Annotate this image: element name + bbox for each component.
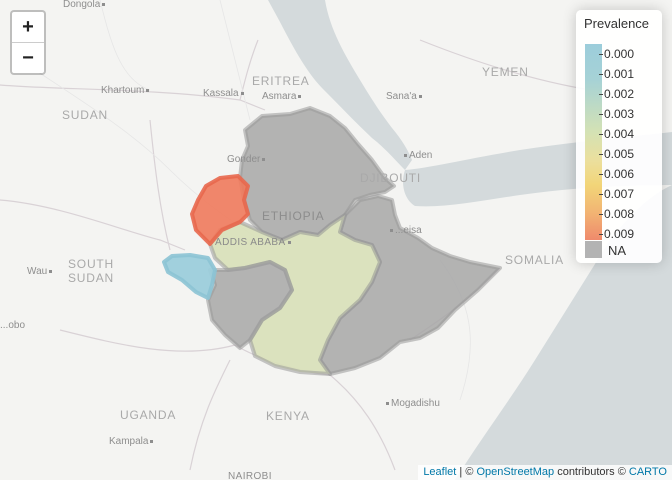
legend-tick-label: 0.001 [604, 67, 635, 81]
zoom-in-button[interactable]: + [22, 16, 34, 38]
label-mogadishu: Mogadishu [386, 399, 440, 409]
label-ethiopia: ETHIOPIA [262, 209, 325, 223]
country-borders [0, 39, 591, 471]
label-eritrea: ERITREA [252, 74, 310, 88]
label-wau: Wau [27, 267, 53, 277]
legend-na-label: NA [608, 243, 627, 258]
leaflet-link[interactable]: Leaflet [423, 466, 457, 478]
zoom-control: + − [10, 10, 46, 75]
legend-tick-mark [599, 194, 603, 195]
red-sea-water [268, 0, 412, 170]
label-sudan: SUDAN [62, 108, 109, 122]
legend-tick-mark [599, 214, 603, 215]
legend-tick-mark [599, 114, 603, 115]
legend-tick-mark [599, 234, 603, 235]
legend-tick-mark [599, 174, 603, 175]
label-nairobi: NAIROBI [228, 471, 272, 482]
label-dongola: Dongola [63, 0, 106, 10]
label-djibouti: DJIBOUTI [360, 171, 422, 185]
legend-tick-mark [599, 74, 603, 75]
prevalence-legend: Prevalence 0.000 0.001 0.002 0.003 0.004 0.00… [576, 10, 662, 263]
label-hargeisa: ...eisa [390, 226, 422, 236]
label-juba: ...obo [0, 320, 26, 331]
label-addis-ababa: ADDIS ABABA [215, 238, 291, 248]
legend-tick-label: 0.006 [604, 167, 635, 181]
label-south-sudan-line1: SOUTH [68, 257, 114, 271]
label-uganda: UGANDA [120, 408, 177, 422]
label-aden: Aden [404, 151, 432, 161]
label-kenya: KENYA [266, 409, 310, 423]
legend-tick-label: 0.007 [604, 187, 635, 201]
legend-tick-mark [599, 94, 603, 95]
label-kampala: Kampala [109, 437, 154, 447]
legend-tick-label: 0.002 [604, 87, 635, 101]
label-khartoum: Khartoum [101, 86, 150, 96]
map-attribution: Leaflet | © OpenStreetMap contributors ©… [418, 465, 672, 480]
legend-tick-mark [599, 134, 603, 135]
label-south-sudan-line2: SUDAN [68, 271, 115, 285]
region-west-low [162, 253, 217, 300]
region-southwest-na [206, 260, 294, 350]
prevalence-regions [162, 106, 502, 376]
legend-tick-mark [599, 54, 603, 55]
region-northwest-high [190, 174, 250, 246]
carto-link[interactable]: CARTO [628, 466, 667, 478]
legend-tick-label: 0.009 [604, 227, 635, 241]
label-asmara: Asmara [262, 92, 302, 102]
legend-na-swatch [585, 241, 602, 258]
legend-title: Prevalence [584, 16, 650, 31]
label-kassala: Kassala [203, 89, 244, 99]
openstreetmap-link[interactable]: OpenStreetMap [476, 466, 555, 478]
label-gonder: Gonder [227, 155, 266, 165]
legend-tick-mark [599, 154, 603, 155]
legend-tick-label: 0.005 [604, 147, 635, 161]
zoom-out-button[interactable]: − [12, 42, 44, 73]
label-somalia: SOMALIA [505, 253, 564, 267]
legend-tick-label: 0.000 [604, 47, 635, 61]
legend-tick-label: 0.003 [604, 107, 635, 121]
legend-tick-label: 0.004 [604, 127, 635, 141]
legend-tick-label: 0.008 [604, 207, 635, 221]
label-yemen: YEMEN [482, 65, 529, 79]
legend-color-ramp [585, 44, 602, 240]
label-sanaa: Sana'a [386, 92, 422, 102]
